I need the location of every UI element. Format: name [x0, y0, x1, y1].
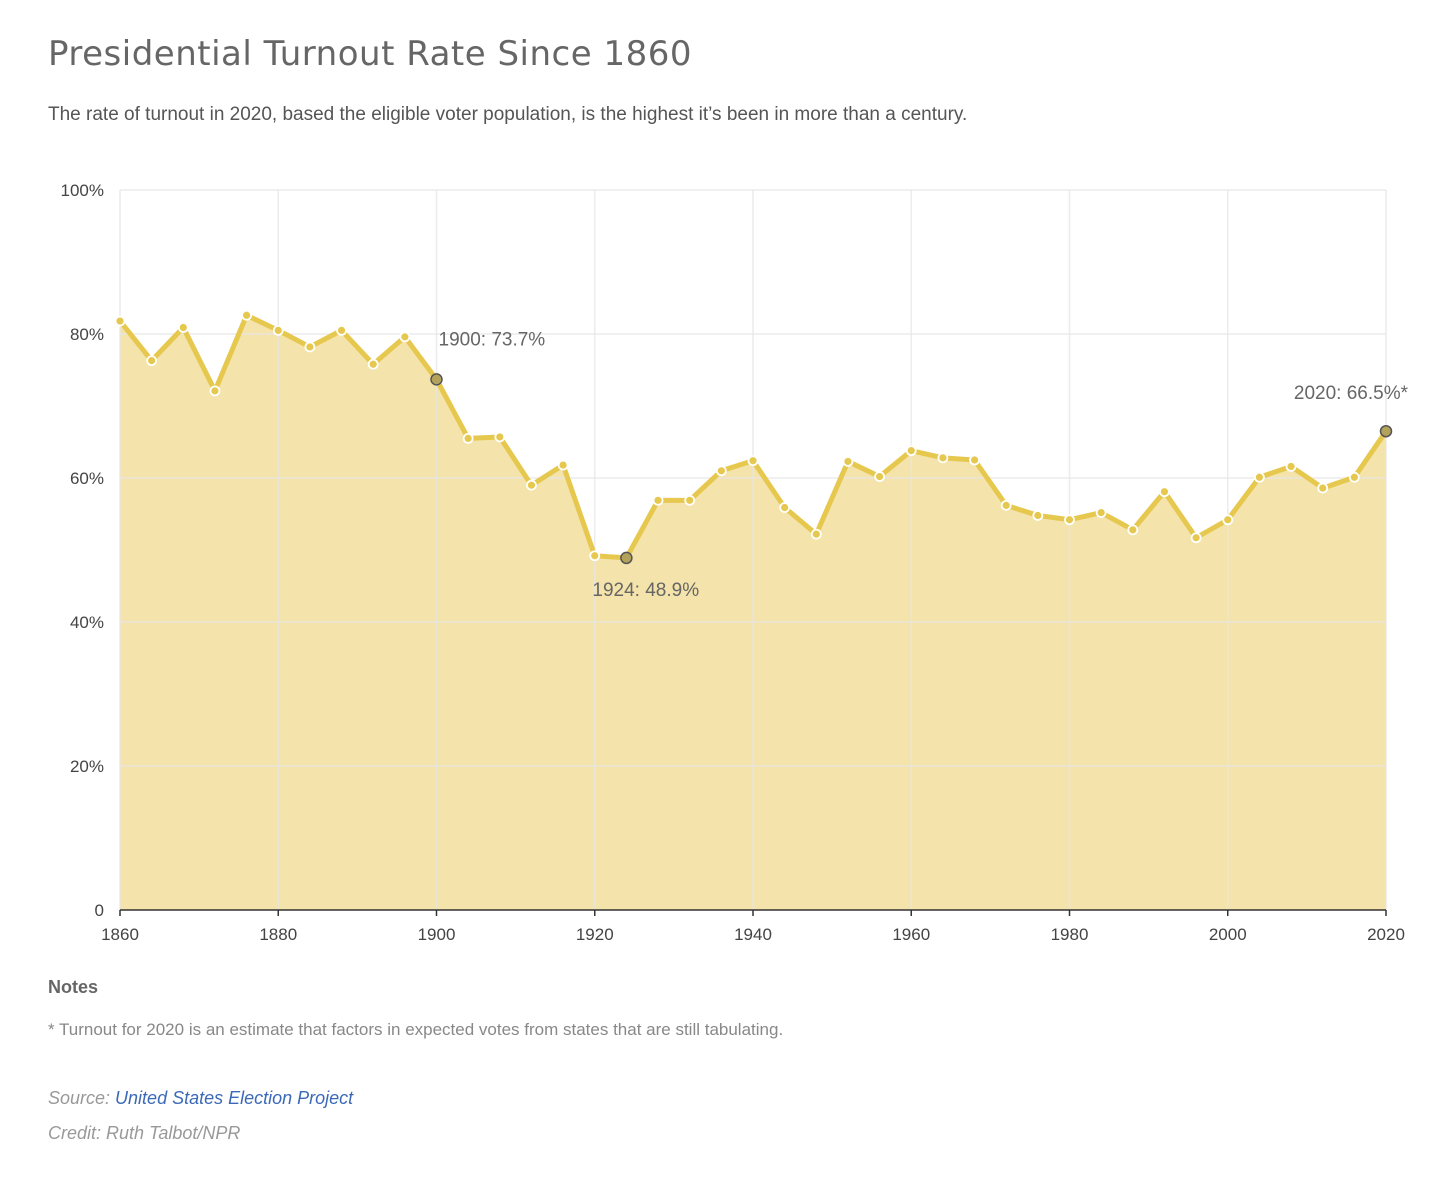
- data-point: [367, 358, 379, 370]
- x-tick-label: 1960: [892, 925, 930, 944]
- data-point: [241, 309, 253, 321]
- highlighted-data-point: [620, 551, 633, 565]
- data-point: [1285, 461, 1297, 472]
- turnout-chart: 1860 1880 1900 1920 1940 1960 1980 2000 2020 0 20%…: [61, 181, 1409, 944]
- data-point: [526, 479, 537, 491]
- chart-subtitle: The rate of turnout in 2020, based the e…: [48, 104, 968, 125]
- x-tick-label: 1940: [734, 925, 772, 944]
- data-point: [1190, 532, 1202, 544]
- data-point: [1317, 482, 1329, 494]
- data-point: [304, 341, 316, 353]
- data-point: [684, 494, 696, 506]
- data-point: [1127, 524, 1139, 536]
- data-point: [1159, 486, 1170, 498]
- data-point: [1032, 510, 1044, 521]
- chart-title: Presidential Turnout Rate Since 1860: [48, 34, 692, 74]
- data-point: [937, 452, 949, 464]
- data-point: [494, 431, 506, 443]
- y-tick-label: 60%: [70, 469, 104, 488]
- source-prefix: Source:: [48, 1088, 116, 1108]
- x-tick-label: 2020: [1367, 925, 1405, 944]
- source-line: Source: United States Election Project: [48, 1088, 353, 1109]
- data-point: [1222, 514, 1234, 526]
- data-point: [874, 471, 885, 482]
- data-point: [1254, 471, 1265, 483]
- highlighted-data-point: [430, 373, 443, 386]
- x-tick-label: 2000: [1209, 925, 1247, 944]
- y-tick-label: 100%: [61, 181, 104, 200]
- data-point: [462, 432, 474, 444]
- x-tick-label: 1880: [259, 925, 297, 944]
- data-point: [272, 324, 284, 336]
- data-point: [842, 456, 854, 467]
- data-point: [905, 445, 917, 457]
- data-point: [747, 455, 759, 467]
- data-point: [810, 528, 822, 540]
- data-point: [336, 324, 347, 336]
- data-point: [589, 550, 601, 562]
- y-tick-label: 0: [95, 901, 104, 920]
- data-point: [209, 385, 221, 397]
- data-point: [1000, 499, 1012, 511]
- point-annotation: 1924: 48.9%: [592, 580, 699, 601]
- data-point: [114, 315, 126, 327]
- data-point: [715, 465, 727, 477]
- source-link[interactable]: United States Election Project: [115, 1088, 354, 1108]
- data-point: [146, 355, 158, 367]
- data-point: [177, 322, 189, 333]
- data-point: [1095, 507, 1107, 518]
- y-tick-label: 20%: [70, 757, 104, 776]
- x-tick-label: 1900: [418, 925, 456, 944]
- credit-line: Credit: Ruth Talbot/NPR: [48, 1123, 241, 1143]
- data-point: [1348, 471, 1360, 483]
- point-annotation: 1900: 73.7%: [439, 329, 546, 350]
- data-point: [779, 502, 791, 513]
- point-annotation: 2020: 66.5%*: [1294, 383, 1409, 404]
- x-tick-label: 1920: [576, 925, 614, 944]
- data-point: [1064, 514, 1075, 526]
- y-tick-label: 40%: [70, 613, 104, 632]
- data-point: [969, 454, 980, 466]
- notes-text: * Turnout for 2020 is an estimate that f…: [48, 1020, 784, 1039]
- data-point: [652, 494, 664, 506]
- y-tick-label: 80%: [70, 325, 104, 344]
- highlighted-data-point: [1379, 424, 1393, 438]
- notes-heading: Notes: [48, 977, 99, 997]
- x-tick-label: 1980: [1051, 925, 1089, 944]
- data-point: [557, 459, 569, 471]
- data-point: [399, 331, 411, 343]
- x-tick-label: 1860: [101, 925, 139, 944]
